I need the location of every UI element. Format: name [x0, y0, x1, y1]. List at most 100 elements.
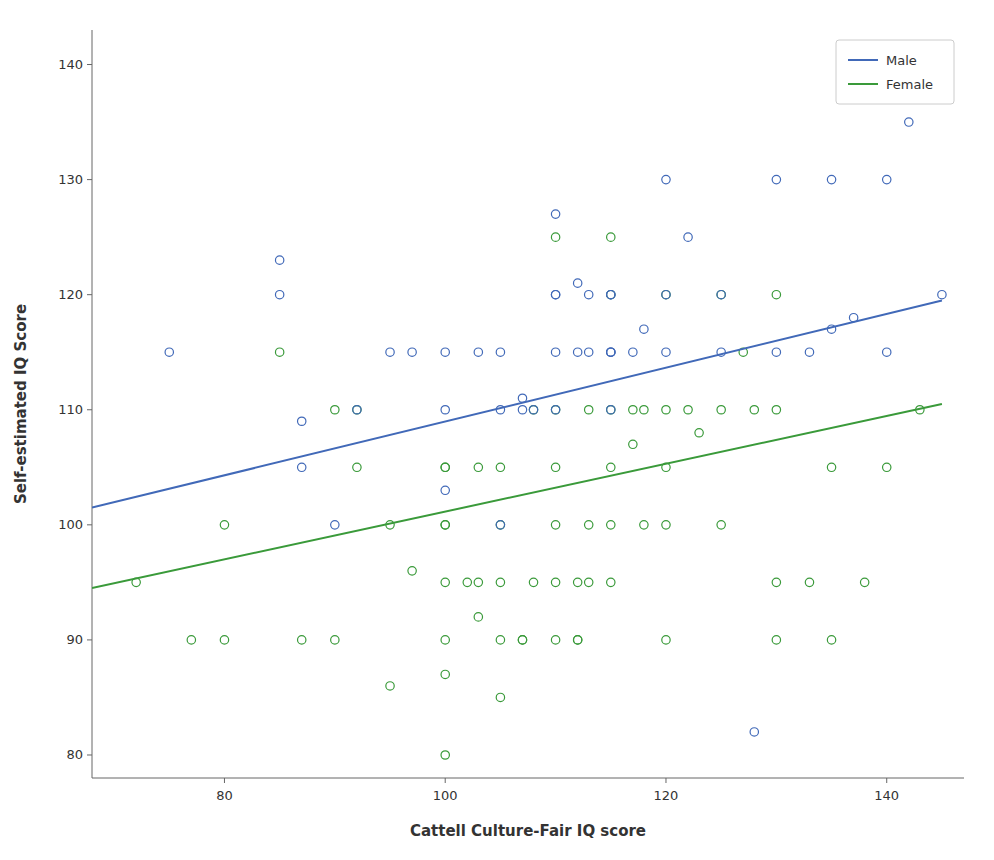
point — [275, 290, 283, 298]
y-tick-label: 80 — [66, 747, 83, 762]
x-tick-label: 100 — [433, 788, 458, 803]
point — [827, 463, 835, 471]
point — [353, 406, 361, 414]
point — [275, 256, 283, 264]
chart: 801001201408090100110120130140Cattell Cu… — [0, 0, 994, 860]
y-axis-line — [92, 30, 93, 778]
point — [441, 463, 449, 471]
point — [772, 290, 780, 298]
x-axis-label: Cattell Culture-Fair IQ score — [410, 822, 646, 840]
point — [551, 578, 559, 586]
point — [441, 406, 449, 414]
point — [905, 118, 913, 126]
point — [474, 578, 482, 586]
x-tick — [665, 778, 666, 783]
point — [463, 578, 471, 586]
point — [629, 440, 637, 448]
legend: Male Female — [836, 40, 954, 104]
point — [573, 636, 581, 644]
point — [529, 578, 537, 586]
point — [331, 406, 339, 414]
point — [883, 348, 891, 356]
point — [607, 406, 615, 414]
point — [518, 636, 526, 644]
y-tick — [87, 754, 92, 755]
point — [772, 348, 780, 356]
point — [805, 348, 813, 356]
y-tick-label: 130 — [58, 172, 83, 187]
point — [496, 521, 504, 529]
point — [772, 636, 780, 644]
y-tick — [87, 294, 92, 295]
y-tick — [87, 524, 92, 525]
point — [496, 521, 504, 529]
point — [298, 417, 306, 425]
point — [529, 406, 537, 414]
point — [684, 406, 692, 414]
point — [551, 463, 559, 471]
point — [585, 406, 593, 414]
point — [662, 175, 670, 183]
legend-label: Female — [886, 77, 933, 92]
legend-label: Male — [886, 53, 917, 68]
point — [408, 348, 416, 356]
y-tick-label: 120 — [58, 287, 83, 302]
x-axis-line — [92, 778, 964, 779]
point — [441, 670, 449, 678]
point — [607, 578, 615, 586]
point — [883, 463, 891, 471]
point — [607, 406, 615, 414]
point — [386, 682, 394, 690]
point — [220, 636, 228, 644]
point — [629, 406, 637, 414]
point — [220, 521, 228, 529]
point — [607, 348, 615, 356]
point — [551, 210, 559, 218]
y-tick-label: 110 — [58, 402, 83, 417]
point — [474, 348, 482, 356]
point — [573, 348, 581, 356]
point — [772, 406, 780, 414]
point — [717, 290, 725, 298]
legend-swatch — [848, 59, 878, 61]
point — [585, 521, 593, 529]
y-tick — [87, 64, 92, 65]
point — [883, 175, 891, 183]
point — [551, 233, 559, 241]
point — [408, 567, 416, 575]
point — [805, 578, 813, 586]
point — [717, 290, 725, 298]
y-tick-label: 140 — [58, 57, 83, 72]
point — [518, 406, 526, 414]
point — [717, 521, 725, 529]
point — [662, 290, 670, 298]
point — [551, 290, 559, 298]
point — [474, 613, 482, 621]
point — [573, 279, 581, 287]
plot-area — [92, 118, 946, 759]
point — [662, 521, 670, 529]
x-tick — [445, 778, 446, 783]
point — [860, 578, 868, 586]
point — [551, 521, 559, 529]
point — [750, 406, 758, 414]
point — [607, 290, 615, 298]
point — [496, 693, 504, 701]
point — [298, 636, 306, 644]
point — [607, 233, 615, 241]
point — [165, 348, 173, 356]
point — [640, 406, 648, 414]
point — [187, 636, 195, 644]
point — [518, 636, 526, 644]
point — [684, 233, 692, 241]
y-tick-label: 100 — [58, 517, 83, 532]
point — [441, 578, 449, 586]
point — [573, 578, 581, 586]
point — [585, 348, 593, 356]
point — [573, 636, 581, 644]
fit-line — [92, 300, 942, 507]
legend-swatch — [848, 83, 878, 85]
point — [717, 406, 725, 414]
point — [441, 521, 449, 529]
point — [640, 325, 648, 333]
